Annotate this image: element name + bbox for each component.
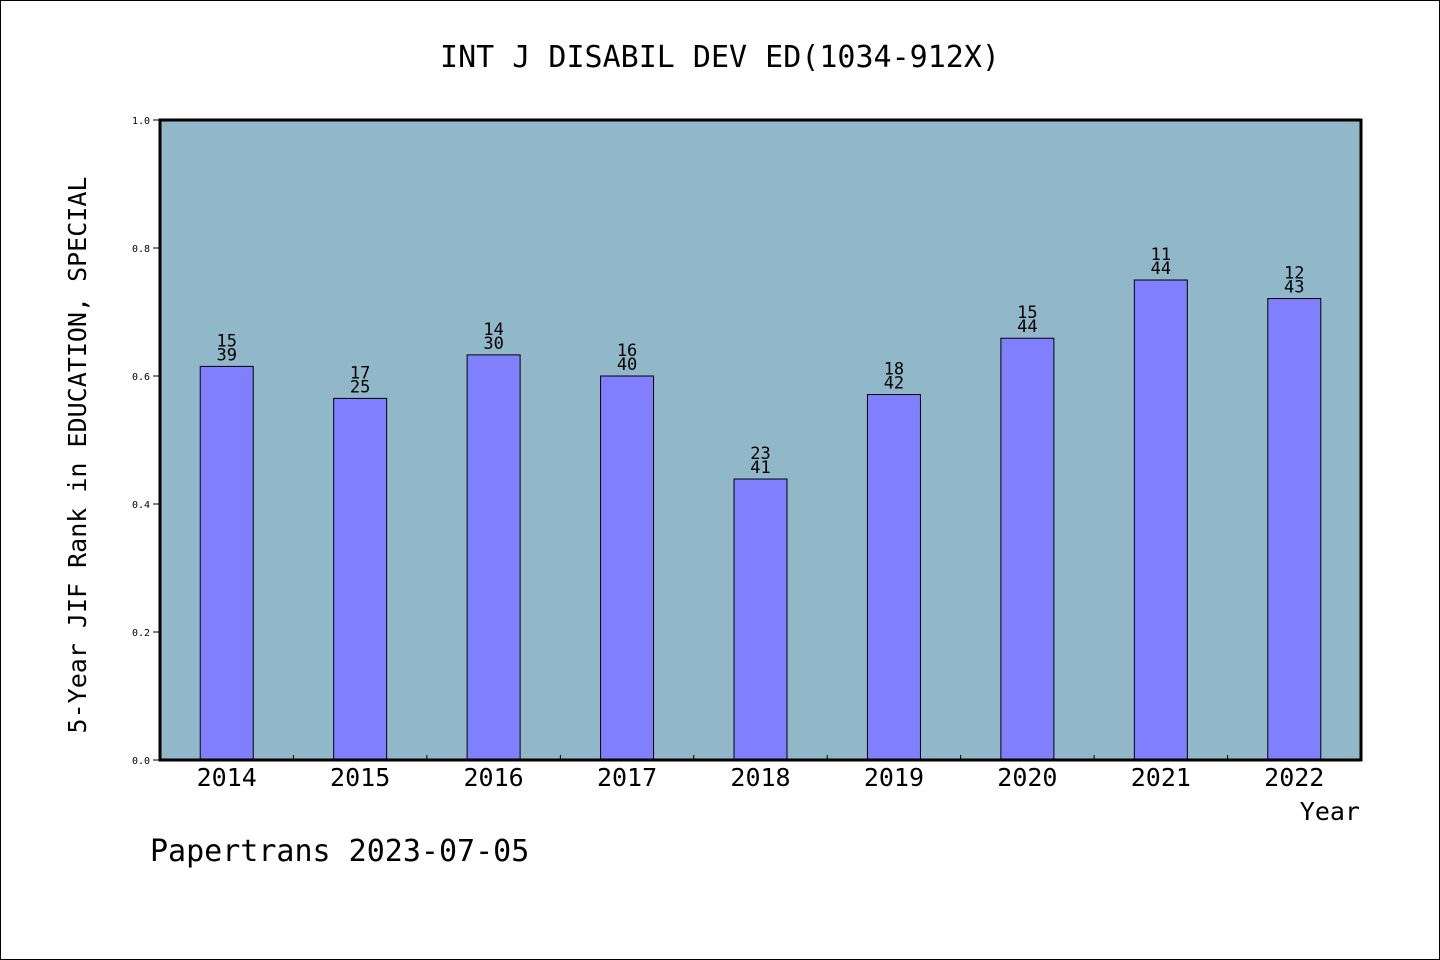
bar-2016 [466, 354, 521, 761]
bar-total-label-2018: 41 [750, 458, 770, 478]
bar-2022 [1267, 298, 1322, 761]
bar-rank-label-2020: 15 [1017, 303, 1037, 323]
bar-rank-label-2018: 23 [750, 444, 770, 464]
bar-total-label-2022: 43 [1284, 278, 1304, 298]
bar-2020 [1000, 337, 1055, 761]
y-axis-label: 5-Year JIF Rank in EDUCATION, SPECIAL [63, 177, 92, 734]
bar-rank-label-2015: 17 [350, 363, 370, 383]
x-tick-label-2017: 2017 [597, 763, 657, 792]
x-tick-label-2016: 2016 [464, 763, 524, 792]
bar-rank-label-2022: 12 [1284, 264, 1304, 284]
y-tick-label: 1.0 [132, 116, 150, 127]
x-tick-label-2018: 2018 [730, 763, 790, 792]
axis-layer: 2014 2015 2016 2017 2018 2019 2020 2021 2022 0.0 0… [132, 116, 1324, 792]
x-tick-label-2020: 2020 [997, 763, 1057, 792]
bar-total-label-2015: 25 [350, 377, 370, 397]
bar-rank-label-2016: 14 [483, 320, 503, 340]
bar-rank-label-2021: 11 [1151, 245, 1171, 265]
x-axis-label: Year [1300, 797, 1360, 826]
bar-total-label-2017: 40 [617, 355, 637, 375]
bar-2017 [600, 375, 655, 761]
footer-credit: Papertrans 2023-07-05 [150, 834, 530, 869]
y-tick-label: 0.6 [132, 372, 150, 383]
y-tick-label: 0.8 [132, 244, 150, 255]
bar-2021 [1133, 279, 1188, 761]
y-tick-label: 0.2 [132, 628, 150, 639]
bar-rank-label-2017: 16 [617, 341, 637, 361]
x-tick-label-2019: 2019 [864, 763, 924, 792]
x-tick-label-2022: 2022 [1264, 763, 1324, 792]
bar-total-label-2016: 30 [483, 334, 503, 354]
bar-rank-label-2019: 18 [884, 360, 904, 380]
bar-total-label-2021: 44 [1151, 259, 1171, 279]
bar-rank-label-2014: 15 [216, 331, 236, 351]
x-tick-label-2014: 2014 [197, 763, 257, 792]
x-tick-label-2021: 2021 [1131, 763, 1191, 792]
bar-2014 [199, 365, 254, 761]
bar-total-label-2019: 42 [884, 374, 904, 394]
y-tick-label: 0.4 [132, 500, 150, 511]
bar-total-label-2014: 39 [216, 345, 236, 365]
plot-border [158, 118, 1363, 762]
chart-title: INT J DISABIL DEV ED(1034-912X) [440, 40, 1000, 75]
bar-2015 [333, 397, 388, 761]
bars-layer [199, 279, 1322, 761]
y-tick-label: 0.0 [132, 756, 150, 767]
bar-2018 [733, 478, 788, 761]
bar-2019 [866, 394, 921, 761]
bar-total-label-2020: 44 [1017, 317, 1037, 337]
x-tick-label-2015: 2015 [330, 763, 390, 792]
